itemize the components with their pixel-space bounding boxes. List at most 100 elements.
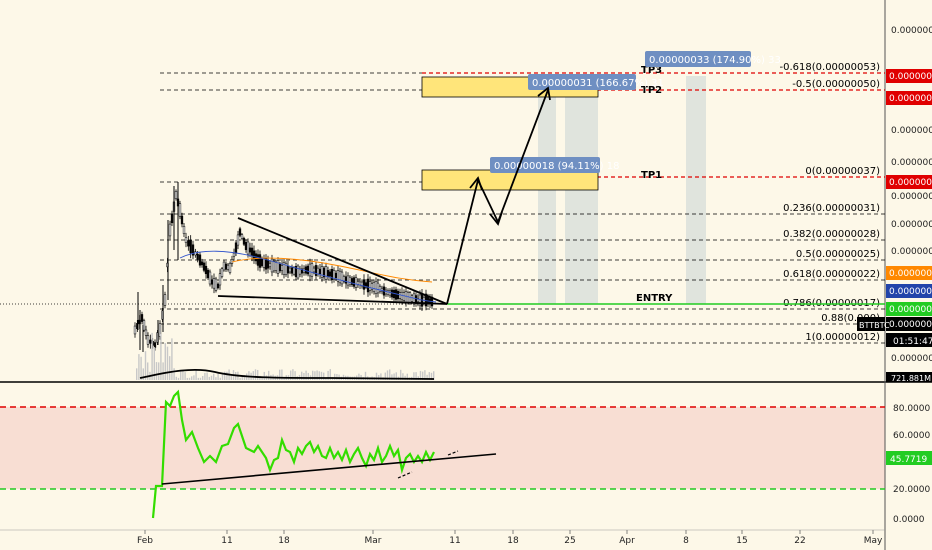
volume-bar <box>155 362 158 380</box>
measure-info-box <box>645 51 751 67</box>
price-tick-label: 0.00000027 <box>891 247 932 257</box>
candle-body <box>324 266 328 280</box>
volume-bar <box>226 371 228 380</box>
ema-line <box>231 257 433 283</box>
candle-body <box>170 213 174 224</box>
candle-body <box>224 263 228 270</box>
volume-label: 721.881M <box>891 374 931 383</box>
candle-body <box>262 258 266 268</box>
candle-body <box>354 277 358 288</box>
price-tag-text: 0.00000019 <box>889 320 932 330</box>
volume-bar <box>158 362 160 380</box>
candle-body <box>222 261 226 271</box>
volume-ma-line <box>139 368 435 380</box>
candle-body <box>258 254 262 268</box>
candle-body <box>236 234 240 246</box>
candle-body <box>206 269 210 279</box>
volume-bar <box>279 369 281 380</box>
price-tick-label: 0.00000031 <box>891 220 932 230</box>
candle-body <box>246 241 250 255</box>
candle-body <box>252 250 256 259</box>
wedge-upper-trendline <box>237 217 448 305</box>
candle-body <box>264 258 268 270</box>
measure-info-text: 0.00000033 (174.90%) 33 <box>649 55 781 66</box>
candle-body <box>226 264 230 270</box>
candle-body <box>198 254 202 266</box>
price-tag-entry <box>886 302 932 316</box>
volume-bar <box>257 369 259 380</box>
price-tick-label: 0.00000035 <box>891 192 932 202</box>
volume-bar <box>224 371 226 380</box>
price-tag-tp1 <box>886 175 932 189</box>
candle-body <box>158 323 162 337</box>
candle-body <box>214 278 218 291</box>
time-tick-label: 22 <box>794 536 805 546</box>
volume-bar <box>292 369 294 380</box>
candle-body <box>266 260 270 269</box>
volume-bar <box>323 372 325 380</box>
candle-body <box>232 252 236 257</box>
volume-bar <box>188 377 191 380</box>
volume-bar <box>193 375 195 380</box>
candle-body <box>352 277 356 287</box>
candle-body <box>174 190 178 200</box>
candle-body <box>180 215 184 225</box>
volume-bar <box>391 374 393 380</box>
volume-bar <box>393 373 395 380</box>
candle-body <box>210 279 214 285</box>
fib-level-label: 0(0.00000037) <box>805 166 880 177</box>
volume-bar <box>142 368 144 380</box>
volume-bar <box>314 371 316 380</box>
candle-body <box>240 234 244 239</box>
candle-body <box>144 329 148 336</box>
candle-body <box>312 267 316 273</box>
time-tick-label: Feb <box>137 536 153 546</box>
candle-body <box>230 259 234 264</box>
candle-body <box>133 325 137 335</box>
volume-bar <box>301 371 303 380</box>
fib-level-label: 0.382(0.00000028) <box>783 229 880 240</box>
volume-bar <box>182 370 184 380</box>
volume-bar <box>180 371 182 380</box>
volume-bar <box>263 371 265 380</box>
candle-body <box>292 267 296 275</box>
measure-info-box <box>528 74 636 90</box>
time-tick-label: 18 <box>278 536 290 546</box>
candle-body <box>200 261 204 266</box>
fib-level-label: 0.88(0.000) <box>821 313 880 324</box>
volume-bar <box>395 372 397 380</box>
volume-bar <box>184 372 186 380</box>
rsi-tick-label: 20.0000 <box>893 485 930 495</box>
volume-bar <box>364 371 367 380</box>
volume-bar <box>252 371 254 380</box>
volume-bar <box>426 374 428 380</box>
candle-body <box>376 282 380 294</box>
candle-body <box>218 273 222 286</box>
candle-body <box>378 286 382 292</box>
candle-body <box>334 273 338 278</box>
candle-body <box>191 244 195 256</box>
volume-bar <box>147 362 149 380</box>
volume-bar <box>230 375 232 380</box>
wedge-lower-trendline <box>217 295 448 305</box>
time-tick-label: May <box>864 536 883 546</box>
volume-bar <box>213 373 215 380</box>
volume-bar <box>208 376 210 380</box>
volume-bar <box>305 370 307 380</box>
candle-body <box>228 263 232 273</box>
volume-bar <box>283 377 285 380</box>
volume-bar <box>316 370 318 380</box>
arrowhead <box>489 211 503 226</box>
volume-bar <box>215 377 217 380</box>
volume-bar <box>303 372 305 380</box>
volume-bar <box>243 375 246 380</box>
target-label-tp3: TP3 <box>641 65 662 76</box>
rsi-tick-label: 80.0000 <box>893 404 930 414</box>
candle-body <box>326 270 330 277</box>
candle-body <box>350 278 354 285</box>
candle-body <box>310 263 314 277</box>
volume-bar <box>389 369 391 380</box>
candle-body <box>234 242 238 254</box>
volume-bar <box>406 373 408 380</box>
